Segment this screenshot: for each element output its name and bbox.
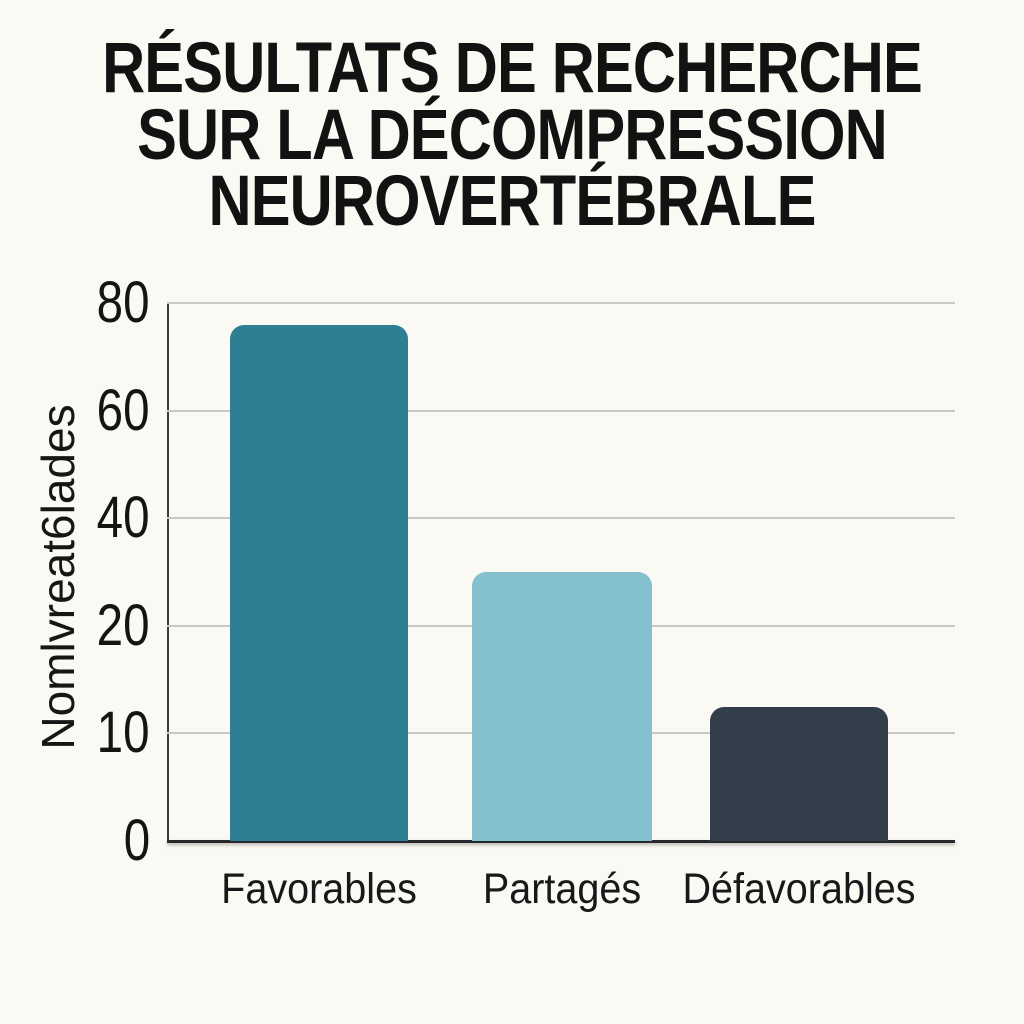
y-axis-title: Nomlvreat6lades: [32, 404, 84, 750]
y-tick-label-20: 20: [97, 592, 150, 658]
gridline-y-40: [167, 517, 955, 520]
bar-defavorables: [710, 706, 888, 841]
x-label-favorables: Favorables: [221, 865, 417, 913]
chart-title-line-1: RÉSULTATS DE RECHERCHE: [102, 29, 923, 108]
gridline-y-80: [167, 302, 955, 304]
bar-partages: [472, 572, 652, 841]
y-tick-label-10: 10: [97, 700, 150, 766]
chart-title-line-3: NEUROVERTÉBRALE: [208, 162, 816, 242]
plot-area: [167, 302, 955, 843]
chart-title: RÉSULTATS DE RECHERCHE SUR LA DÉCOMPRESS…: [82, 29, 942, 242]
y-axis-line: [167, 303, 169, 841]
x-axis-line: [167, 840, 955, 843]
x-label-partages: Partagés: [482, 865, 642, 913]
chart-title-line-2: SUR LA DÉCOMPRESSION: [137, 95, 888, 175]
y-tick-label-40: 40: [97, 485, 150, 551]
gridline-y-60: [167, 409, 955, 412]
y-tick-label-0: 0: [123, 808, 150, 873]
bar-favorables: [230, 324, 408, 841]
x-label-defavorables: Défavorables: [682, 865, 916, 913]
y-tick-label-80: 80: [97, 270, 150, 335]
y-tick-label-60: 60: [97, 377, 150, 443]
